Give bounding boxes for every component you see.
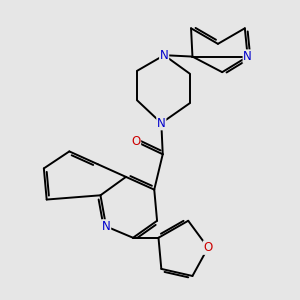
- Text: O: O: [131, 135, 140, 148]
- Text: O: O: [203, 241, 213, 254]
- Text: N: N: [102, 220, 110, 233]
- Text: N: N: [157, 117, 166, 130]
- Text: N: N: [243, 50, 252, 63]
- Text: N: N: [160, 49, 169, 62]
